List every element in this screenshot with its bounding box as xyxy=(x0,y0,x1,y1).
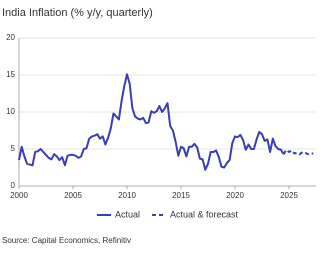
y-tick-label: 20 xyxy=(6,33,15,42)
series-line xyxy=(18,73,285,171)
x-tick-label: 2015 xyxy=(172,191,190,200)
x-tick-label: 2010 xyxy=(118,191,136,200)
x-tick-label: 2005 xyxy=(64,191,82,200)
chart-title: India Inflation (% y/y, quarterly) xyxy=(2,7,153,19)
series-line xyxy=(282,148,314,156)
y-tick-label: 5 xyxy=(11,144,16,153)
x-tick-label: 2020 xyxy=(226,191,244,200)
y-tick-label: 15 xyxy=(6,70,15,79)
x-tick-label: 2000 xyxy=(10,191,28,200)
legend-label: Actual & forecast xyxy=(170,209,239,219)
x-tick-label: 2025 xyxy=(280,191,298,200)
source: Source: Capital Economics, Refinitiv xyxy=(2,236,131,245)
y-tick-label: 10 xyxy=(6,107,15,116)
legend-label: Actual xyxy=(115,209,140,219)
y-tick-label: 0 xyxy=(11,181,16,190)
